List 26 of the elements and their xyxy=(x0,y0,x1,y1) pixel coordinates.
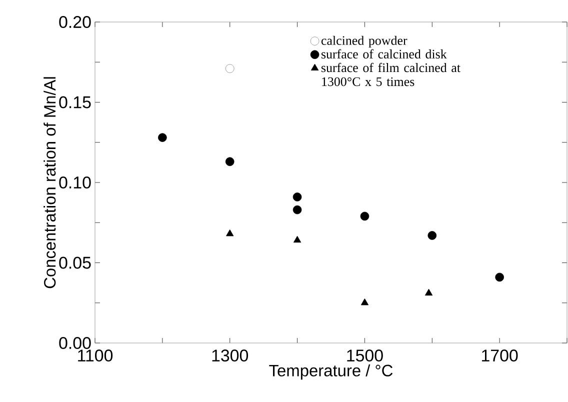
point xyxy=(158,133,167,142)
x-tick-label: 1700 xyxy=(482,350,518,362)
y-axis-title: Concentration ration of Mn/Al xyxy=(44,77,56,288)
x-tick-label: 1500 xyxy=(347,350,383,362)
point xyxy=(293,236,302,243)
y-tick-label: 0.20 xyxy=(59,16,91,28)
point xyxy=(495,272,504,282)
x-tick-label: 1300 xyxy=(212,350,248,362)
point xyxy=(225,64,234,73)
x-axis-title: Temperature / °C xyxy=(269,364,393,380)
y-tick-label: 0.15 xyxy=(59,96,91,108)
point xyxy=(360,298,369,306)
y-tick-label: 0.00 xyxy=(59,337,91,349)
point xyxy=(292,192,302,202)
y-tick-label: 0.05 xyxy=(59,256,91,269)
point xyxy=(226,229,234,236)
point xyxy=(225,157,234,166)
legend-label: surface of film calcined at 1300°C x 5 times xyxy=(322,62,460,86)
point xyxy=(360,212,370,221)
legend-label: calcined powder xyxy=(321,36,408,48)
legend-label: surface of calcined disk xyxy=(322,49,447,59)
point xyxy=(428,231,437,240)
point xyxy=(424,288,433,296)
x-tick-label: 1100 xyxy=(78,350,113,362)
y-tick-label: 0.10 xyxy=(59,176,91,188)
point xyxy=(292,205,302,214)
